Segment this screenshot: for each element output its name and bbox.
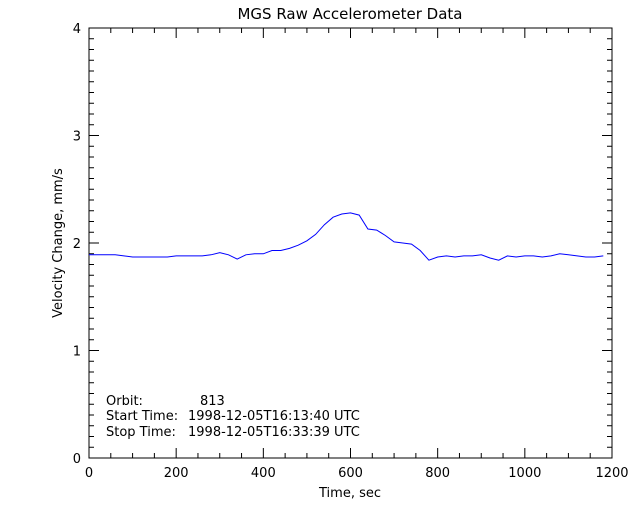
y-tick-label: 0 [73, 452, 81, 467]
start-time-label: Start Time: [106, 409, 178, 424]
y-axis-label: Velocity Change, mm/s [51, 168, 66, 318]
y-tick-label: 3 [73, 130, 81, 145]
orbit-annotation: Orbit: 813 Start Time: 1998-12-05T16:13:… [106, 394, 360, 440]
x-tick-label: 400 [251, 466, 276, 481]
velocity-series-line [89, 212, 604, 261]
plot-frame [88, 27, 613, 459]
y-tick-label: 2 [73, 237, 81, 252]
start-time-value: 1998-12-05T16:13:40 UTC [188, 409, 360, 424]
orbit-value: 813 [200, 394, 225, 409]
stop-time-value: 1998-12-05T16:33:39 UTC [188, 425, 360, 440]
x-tick-label: 600 [338, 466, 363, 481]
x-tick-label: 1200 [595, 466, 628, 481]
orbit-label: Orbit: [106, 394, 143, 409]
x-tick-label: 200 [164, 466, 189, 481]
chart-title: MGS Raw Accelerometer Data [237, 5, 462, 23]
x-tick-label: 800 [425, 466, 450, 481]
x-tick-label: 0 [85, 466, 93, 481]
x-tick-label: 1000 [508, 466, 541, 481]
stop-time-label: Stop Time: [106, 425, 176, 440]
x-axis-label: Time, sec [318, 486, 381, 501]
axis-ticks [88, 27, 613, 459]
x-tick-labels: 0 200 400 600 800 1000 1200 [85, 466, 629, 481]
y-tick-label: 4 [73, 22, 81, 37]
y-tick-labels: 0 1 2 3 4 [73, 22, 81, 467]
y-tick-label: 1 [73, 345, 81, 360]
